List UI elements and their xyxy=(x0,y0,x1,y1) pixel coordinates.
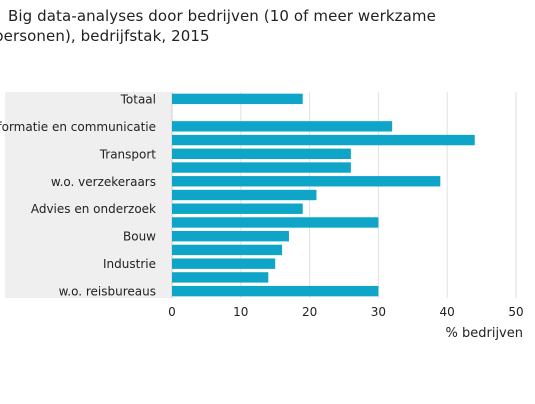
bar xyxy=(172,162,351,173)
bar xyxy=(172,134,475,146)
chart-title-line-1: Big data-analyses door bedrijven (10 of … xyxy=(8,7,436,25)
category-label-layer: Totaal Informatie en communicatie Transpor… xyxy=(0,92,156,298)
bar xyxy=(172,93,303,105)
bar xyxy=(172,285,379,297)
bar xyxy=(172,272,269,283)
category-label: Informatie en communicatie xyxy=(0,120,156,134)
bar xyxy=(172,121,393,132)
category-label: w.o. reisbureaus xyxy=(59,285,156,299)
category-label: w.o. verzekeraars xyxy=(51,175,156,189)
bar xyxy=(172,148,351,159)
chart-title-line-2: personen), bedrijfstak, 2015 xyxy=(0,27,210,45)
label-band xyxy=(5,92,172,298)
category-label: Bouw xyxy=(123,230,156,244)
bar xyxy=(172,203,303,214)
bar xyxy=(172,176,441,187)
x-axis-label: % bedrijven xyxy=(446,326,524,341)
bar xyxy=(172,217,379,228)
bar xyxy=(172,258,276,269)
category-label: Advies en onderzoek xyxy=(31,202,156,216)
bar-layer xyxy=(172,93,475,297)
x-tick-layer: 0 10 20 30 40 50 xyxy=(168,305,523,319)
x-tick-label: 20 xyxy=(302,305,317,319)
x-tick-label: 50 xyxy=(508,305,523,319)
bar xyxy=(172,244,283,256)
category-label: Transport xyxy=(99,147,157,161)
bar xyxy=(172,189,317,201)
category-label: Totaal xyxy=(120,92,156,106)
x-tick-label: 0 xyxy=(168,305,176,319)
x-tick-label: 10 xyxy=(233,305,248,319)
category-band-layer xyxy=(5,92,172,298)
bar xyxy=(172,231,289,242)
category-label: Industrie xyxy=(103,257,156,271)
x-tick-label: 30 xyxy=(371,305,386,319)
x-tick-label: 40 xyxy=(440,305,455,319)
